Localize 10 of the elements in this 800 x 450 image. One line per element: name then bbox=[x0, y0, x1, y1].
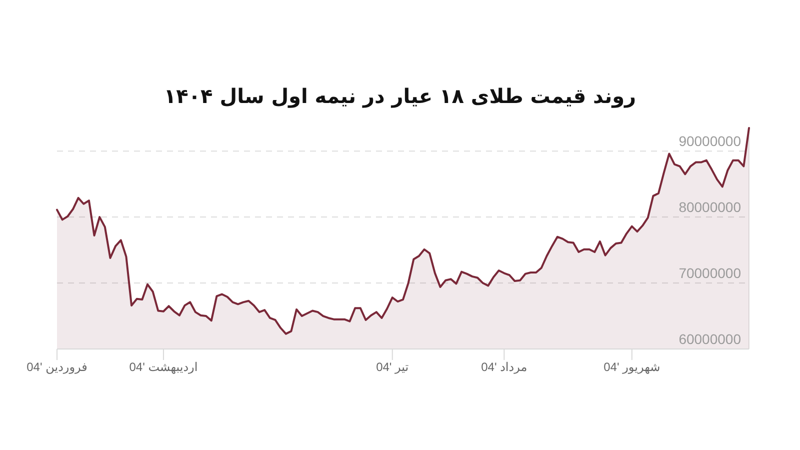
y-tick-label: 70000000 bbox=[678, 265, 742, 282]
x-tick-label: فروردین '04 bbox=[26, 360, 88, 374]
x-tick-label: تیر '04 bbox=[376, 360, 409, 374]
x-tick-label: مرداد '04 bbox=[481, 360, 528, 374]
x-tick-label: شهریور '04 bbox=[604, 360, 660, 374]
y-tick-label: 90000000 bbox=[678, 133, 742, 150]
y-tick-label: 80000000 bbox=[678, 199, 742, 216]
y-tick-label: 60000000 bbox=[678, 331, 742, 347]
chart-title: روند قیمت طلای ۱۸ عیار در نیمه اول سال ۱۴۰۴ bbox=[164, 84, 636, 108]
x-tick-label: اردیبهشت '04 bbox=[129, 360, 198, 374]
